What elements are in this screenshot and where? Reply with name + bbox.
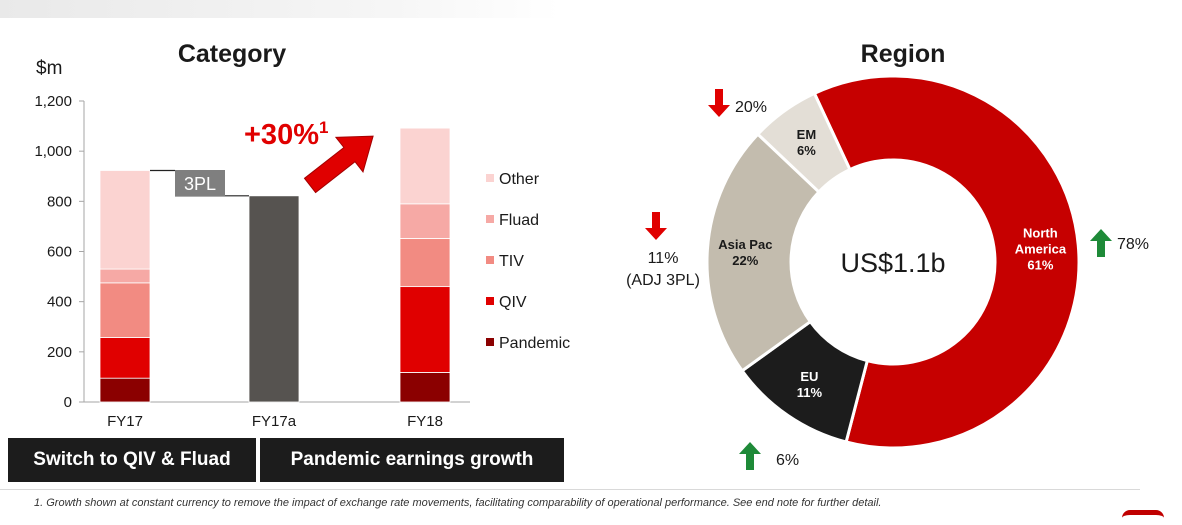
x-tick-label: FY17a	[252, 413, 297, 430]
footnote-divider	[0, 489, 1140, 490]
x-tick-label: FY18	[407, 413, 443, 430]
y-tick-label: 1,200	[34, 93, 72, 110]
legend-swatch-fluad	[486, 215, 494, 223]
legend-swatch-other	[486, 174, 494, 182]
bar-segment-fy17-qiv	[99, 337, 151, 379]
bridge-label-3pl: 3PL	[184, 174, 216, 194]
bar-segment-fy17a-total	[248, 195, 300, 403]
donut-label-line: 11%	[797, 385, 823, 400]
legend-label-tiv: TIV	[499, 253, 524, 270]
change-note-asia-pac: (ADJ 3PL)	[626, 272, 700, 289]
brand-mark	[1122, 510, 1164, 525]
y-tick-label: 800	[47, 193, 72, 210]
bar-segment-fy18-other	[399, 127, 451, 205]
growth-footnote-ref: 1	[319, 118, 328, 137]
y-tick-label: 1,000	[34, 143, 72, 160]
change-label-asia-pac: 11%	[648, 250, 679, 267]
donut-label-eu: EU 11%	[797, 369, 823, 400]
legend-swatch-pandemic	[486, 338, 494, 346]
banner-right-text: Pandemic earnings growth	[290, 449, 534, 470]
change-label-em: 20%	[735, 99, 767, 116]
x-tick-label: FY17	[107, 413, 143, 430]
bar-segment-fy18-qiv	[399, 286, 451, 373]
change-label-eu: 6%	[776, 452, 799, 469]
footnote: 1. Growth shown at constant currency to …	[34, 497, 882, 509]
legend-label-pandemic: Pandemic	[499, 335, 570, 352]
donut-slice-north-america	[812, 74, 1081, 450]
bar-segment-fy17-fluad	[99, 268, 151, 284]
header-band	[0, 0, 560, 18]
down-arrow-icon-asia-pac	[645, 212, 667, 240]
bar-segment-fy18-pandemic	[399, 372, 451, 403]
donut-label-line: EM	[797, 127, 817, 142]
legend-label-qiv: QIV	[499, 294, 527, 311]
y-axis-unit-label: $m	[36, 58, 62, 79]
y-tick-label: 0	[64, 394, 72, 411]
donut-label-em: EM 6%	[797, 127, 817, 158]
donut-slice-asia-pac	[705, 132, 822, 373]
donut-center-label: US$1.1b	[840, 248, 945, 278]
change-label-north-america: 78%	[1117, 236, 1149, 253]
bar-segment-fy18-tiv	[399, 238, 451, 288]
bridge-label-box	[175, 170, 225, 196]
donut-label-line: EU	[800, 369, 818, 384]
category-chart-title: Category	[178, 40, 286, 68]
region-chart-title: Region	[861, 40, 946, 68]
bar-segment-fy17-pandemic	[99, 377, 151, 403]
donut-label-line: 61%	[1027, 258, 1053, 273]
y-tick-label: 400	[47, 294, 72, 311]
donut-label-line: America	[1015, 242, 1067, 257]
down-arrow-icon-em	[708, 89, 730, 117]
up-arrow-icon-eu	[739, 442, 761, 470]
bar-segment-fy17-tiv	[99, 282, 151, 338]
banner-pandemic-growth: Pandemic earnings growth	[260, 438, 564, 482]
growth-arrow-icon	[303, 135, 374, 194]
donut-label-line: North	[1023, 226, 1058, 241]
donut-label-asia-pac: Asia Pac 22%	[718, 237, 772, 268]
legend-label-other: Other	[499, 171, 540, 188]
donut-label-line: 6%	[797, 143, 816, 158]
donut-slice-em	[755, 91, 852, 195]
banner-switch-qiv-fluad: Switch to QIV & Fluad	[8, 438, 256, 482]
y-tick-label: 200	[47, 344, 72, 361]
banner-left-text: Switch to QIV & Fluad	[33, 449, 231, 470]
growth-label: +30%1	[244, 118, 328, 151]
up-arrow-icon-north-america	[1090, 229, 1112, 257]
donut-label-line: Asia Pac	[718, 237, 772, 252]
y-tick-label: 600	[47, 244, 72, 261]
legend-swatch-qiv	[486, 297, 494, 305]
bar-segment-fy17-other	[99, 170, 151, 270]
legend-label-fluad: Fluad	[499, 212, 539, 229]
bar-segment-fy18-fluad	[399, 203, 451, 239]
donut-label-line: 22%	[732, 253, 758, 268]
donut-label-north-america: North America 61%	[1015, 226, 1067, 273]
legend-swatch-tiv	[486, 256, 494, 264]
